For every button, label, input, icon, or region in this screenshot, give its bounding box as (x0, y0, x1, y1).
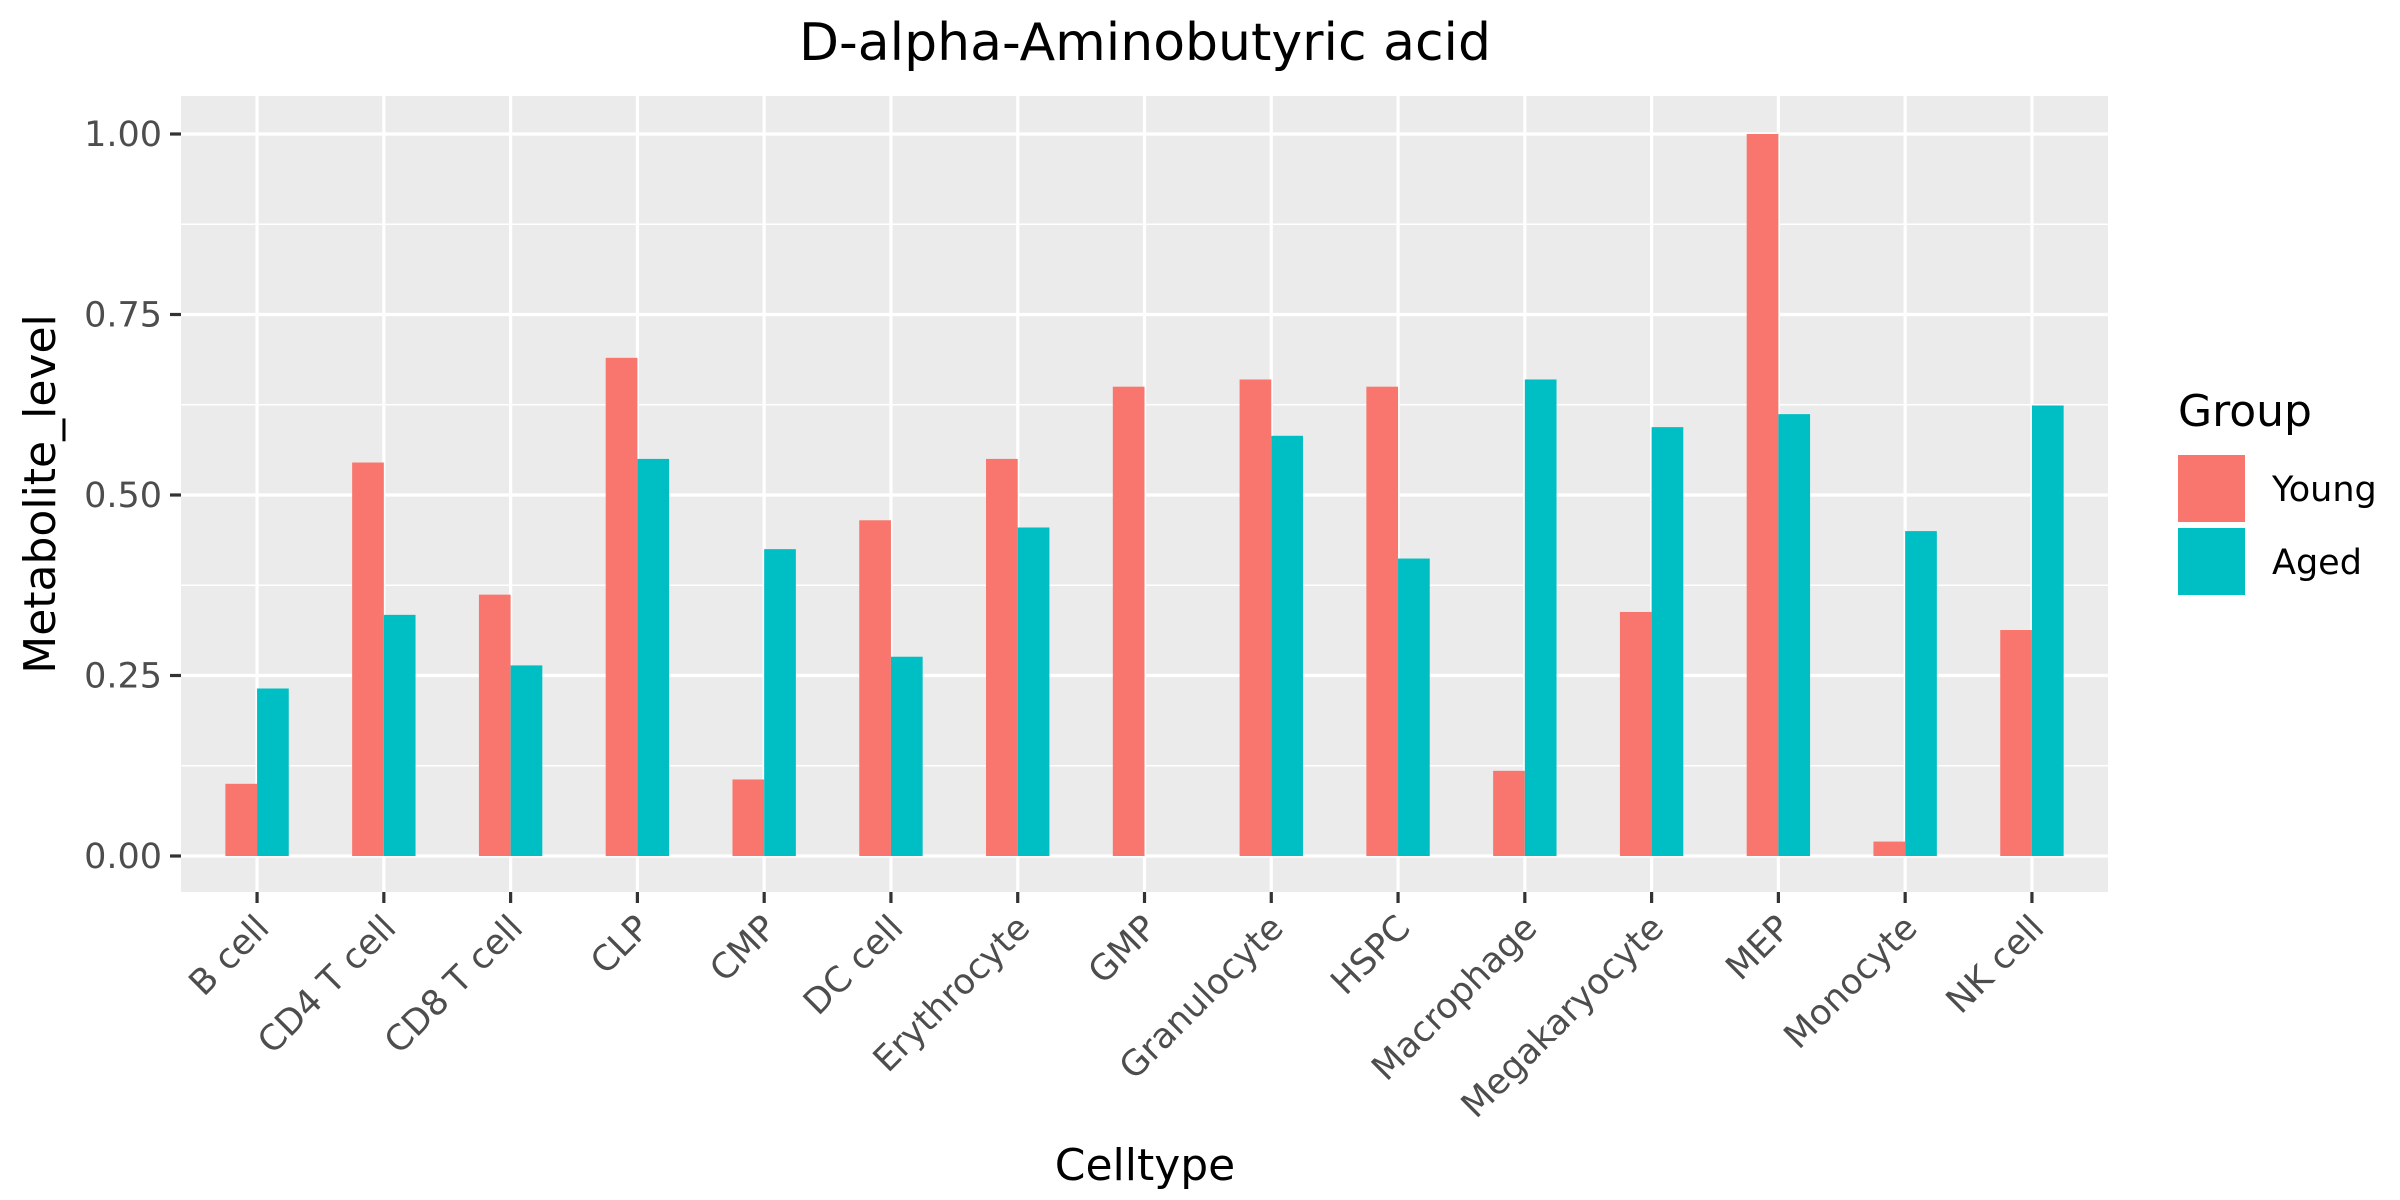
chart-title: D-alpha-Aminobutyric acid (799, 13, 1491, 73)
x-tick-label: DC cell (796, 908, 911, 1023)
x-tick-label: HSPC (1324, 908, 1419, 1003)
bar-aged (1905, 531, 1937, 856)
bar-young (1366, 386, 1399, 856)
bar-aged (1017, 527, 1050, 856)
x-tick-label: CLP (583, 908, 657, 982)
bar-aged (890, 656, 923, 856)
y-tick-label: 0.75 (84, 296, 162, 336)
x-tick-label: CMP (703, 908, 785, 990)
bar-young (225, 783, 258, 856)
x-tick-label: CD8 T cell (377, 908, 531, 1062)
bar-aged (1651, 427, 1684, 856)
y-tick-label: 1.00 (84, 115, 162, 155)
bar-aged (510, 665, 543, 856)
x-tick-label: B cell (182, 908, 278, 1004)
bar-aged (257, 688, 289, 856)
bar-aged (637, 458, 670, 856)
legend: Group Young Aged (2178, 386, 2377, 595)
bar-young (605, 357, 638, 856)
bar-young (986, 458, 1018, 856)
y-tick-label: 0.00 (84, 837, 162, 877)
bar-young (1493, 770, 1525, 856)
bar-young (1873, 841, 1906, 856)
bar-aged (764, 549, 796, 856)
bar-young (859, 520, 891, 856)
x-tick-label: NK cell (1939, 908, 2052, 1021)
bar-young (732, 779, 765, 856)
bar-aged (1271, 435, 1303, 856)
bar-young (1746, 134, 1779, 856)
bar-aged (1778, 414, 1811, 856)
legend-title: Group (2178, 386, 2312, 437)
bar-young (1239, 379, 1272, 856)
bars (225, 134, 2064, 856)
bar-young (1619, 611, 1652, 856)
bar-aged (2031, 405, 2064, 856)
x-tick-label: Monocyte (1777, 908, 1926, 1057)
x-axis-title: Celltype (1055, 1140, 1236, 1191)
bar-aged (1524, 379, 1557, 856)
bar-aged (1398, 558, 1430, 856)
x-tick-label: GMP (1081, 908, 1165, 992)
bar-young (478, 594, 511, 856)
legend-label-young: Young (2271, 470, 2377, 510)
y-axis-title: Metabolite_level (15, 314, 66, 674)
bar-young (2000, 630, 2032, 856)
y-tick-label: 0.25 (84, 657, 162, 697)
legend-label-aged: Aged (2272, 543, 2362, 583)
bar-aged (383, 614, 416, 856)
legend-swatch-aged (2178, 528, 2245, 595)
bar-young (352, 462, 384, 856)
legend-swatch-young (2178, 455, 2245, 522)
bar-young (1112, 386, 1145, 856)
x-tick-label: MEP (1719, 908, 1799, 988)
y-tick-label: 0.50 (84, 476, 162, 516)
